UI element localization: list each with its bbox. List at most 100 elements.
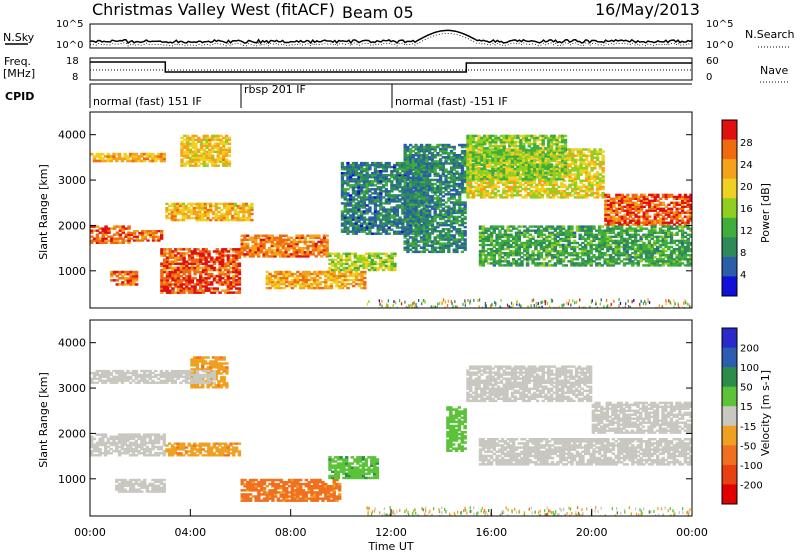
data-cell [433, 219, 437, 223]
data-cell [174, 266, 178, 270]
data-cell [398, 222, 402, 225]
data-cell [225, 206, 229, 210]
data-cell [401, 212, 405, 215]
data-cell [168, 204, 172, 208]
data-cell [576, 173, 580, 176]
data-cell [340, 180, 345, 183]
data-cell [137, 157, 141, 161]
data-cell [179, 281, 183, 284]
data-cell [351, 214, 356, 217]
data-cell [518, 175, 523, 178]
data-cell [414, 234, 418, 237]
data-cell [444, 205, 448, 208]
data-cell [304, 278, 308, 282]
data-cell [543, 189, 547, 193]
data-cell [538, 196, 542, 199]
data-cell [157, 239, 161, 242]
data-cell [452, 250, 456, 254]
data-cell [406, 164, 410, 167]
data-cell [227, 136, 232, 140]
data-cell [218, 283, 222, 286]
data-cell [433, 170, 437, 173]
data-cell [134, 274, 139, 278]
data-cell [598, 183, 603, 187]
data-cell [203, 214, 207, 218]
data-cell [433, 205, 437, 208]
data-cell [452, 154, 456, 157]
data-cell [282, 270, 286, 274]
data-cell [362, 186, 367, 189]
data-cell [214, 202, 218, 206]
data-cell [441, 250, 445, 254]
data-cell [491, 185, 495, 189]
data-cell [201, 248, 206, 251]
data-cell [463, 217, 467, 221]
data-cell [601, 177, 605, 180]
data-cell [311, 253, 316, 256]
data-cell [160, 230, 164, 233]
data-cell [173, 216, 177, 220]
data-cell [455, 193, 459, 196]
data-cell [546, 179, 550, 182]
data-cell [648, 215, 652, 218]
data-cell [318, 272, 322, 276]
data-cell [409, 152, 413, 155]
data-cell [491, 148, 495, 151]
data-cell [414, 172, 418, 175]
data-cell [215, 260, 219, 263]
data-cell [207, 266, 211, 270]
data-cell [146, 239, 150, 242]
data-cell [197, 164, 201, 167]
data-cell [354, 161, 358, 165]
data-cell [387, 190, 391, 193]
data-cell [222, 148, 226, 151]
data-cell [554, 194, 558, 197]
data-cell [354, 170, 358, 173]
data-cell [216, 148, 220, 151]
data-cell [346, 188, 350, 191]
data-cell [134, 270, 139, 274]
data-cell [270, 251, 274, 254]
data-cell [354, 278, 359, 282]
data-cell [620, 197, 624, 200]
data-cell [232, 250, 236, 253]
data-cell [246, 244, 250, 248]
data-cell [229, 277, 233, 280]
data-cell [433, 178, 437, 182]
data-cell [384, 178, 388, 181]
data-cell [127, 225, 131, 228]
data-cell [354, 224, 358, 227]
data-cell [213, 144, 218, 147]
data-cell [447, 172, 451, 175]
data-cell [455, 232, 459, 235]
data-cell [250, 202, 254, 206]
data-cell [436, 240, 440, 243]
data-cell [604, 193, 608, 197]
data-cell [336, 266, 341, 270]
data-cell [353, 268, 358, 272]
data-cell [281, 251, 285, 254]
data-cell [360, 192, 364, 195]
data-cell [409, 162, 413, 165]
data-cell [428, 149, 432, 153]
data-cell [373, 196, 378, 199]
data-cell [314, 242, 318, 246]
data-cell [560, 185, 564, 189]
data-cell [199, 152, 204, 155]
data-cell [436, 199, 440, 202]
data-cell [379, 206, 383, 209]
data-cell [428, 228, 432, 231]
data-cell [403, 201, 407, 204]
data-cell [488, 185, 492, 189]
data-cell [502, 192, 506, 195]
data-cell [485, 181, 489, 185]
data-cell [149, 235, 153, 238]
data-cell [222, 144, 226, 147]
data-cell [373, 184, 378, 187]
data-cell [134, 279, 139, 282]
data-cell [179, 218, 183, 222]
data-cell [568, 171, 572, 174]
data-cell [354, 174, 358, 177]
data-cell [460, 170, 465, 173]
data-cell [340, 163, 345, 167]
